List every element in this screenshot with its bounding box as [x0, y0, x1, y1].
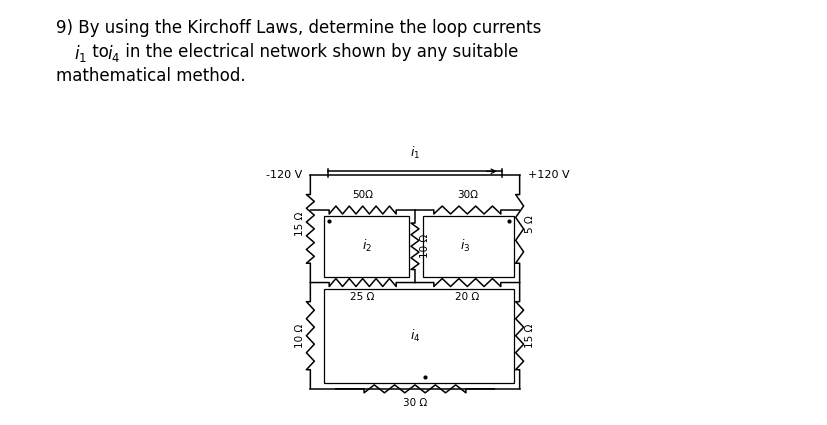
Text: 25 Ω: 25 Ω — [350, 292, 375, 303]
Text: 15 Ω: 15 Ω — [295, 212, 305, 236]
Text: 50Ω: 50Ω — [351, 190, 373, 200]
Text: -120 V: -120 V — [265, 170, 302, 180]
Text: 15 Ω: 15 Ω — [524, 323, 534, 348]
Text: 30 Ω: 30 Ω — [403, 398, 427, 408]
Text: $i_3$: $i_3$ — [460, 238, 470, 254]
Text: 5 Ω: 5 Ω — [524, 215, 534, 233]
Text: in the electrical network shown by any suitable: in the electrical network shown by any s… — [120, 43, 518, 61]
Text: +120 V: +120 V — [527, 170, 568, 180]
Text: 9) By using the Kirchoff Laws, determine the loop currents: 9) By using the Kirchoff Laws, determine… — [56, 19, 541, 37]
Text: 10 Ω: 10 Ω — [419, 234, 429, 258]
Text: 10 Ω: 10 Ω — [295, 323, 305, 348]
Text: $i_1$: $i_1$ — [409, 145, 419, 162]
Bar — [324, 216, 409, 277]
Text: mathematical method.: mathematical method. — [56, 67, 246, 85]
Text: to: to — [87, 43, 114, 61]
Bar — [423, 216, 513, 277]
Text: $i_1$: $i_1$ — [74, 43, 87, 64]
Text: 30Ω: 30Ω — [457, 190, 477, 200]
Text: $i_2$: $i_2$ — [361, 238, 371, 254]
Bar — [324, 289, 513, 383]
Text: $i_4$: $i_4$ — [107, 43, 120, 64]
Text: $i_4$: $i_4$ — [409, 328, 420, 344]
Text: 20 Ω: 20 Ω — [455, 292, 479, 303]
